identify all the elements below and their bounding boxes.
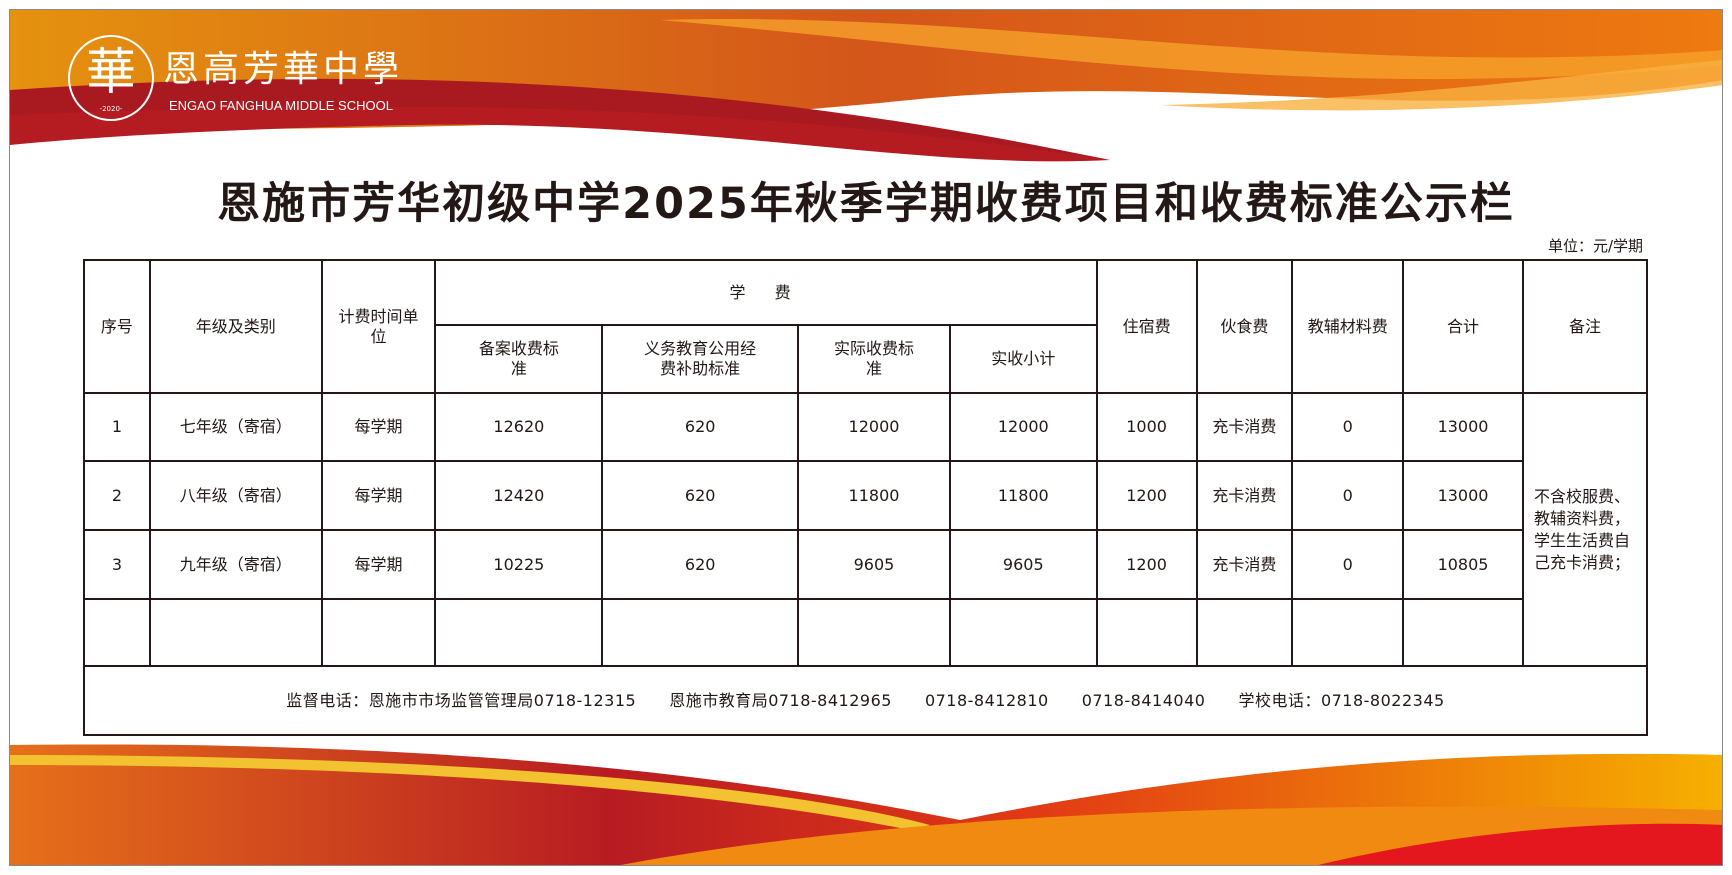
school-name-en: ENGAO FANGHUA MIDDLE SCHOOL bbox=[169, 98, 393, 113]
header-meals: 伙食费 bbox=[1195, 259, 1294, 394]
cell-materials: 0 bbox=[1291, 392, 1405, 462]
cell-meals: 充卡消费 bbox=[1195, 460, 1294, 531]
header-materials: 教辅材料费 bbox=[1291, 259, 1405, 394]
cell-filed: 12620 bbox=[434, 392, 604, 462]
header-remarks: 备注 bbox=[1521, 259, 1649, 394]
school-logo: 華 -2020- bbox=[68, 35, 154, 121]
header-actual-standard: 实际收费标准 bbox=[797, 324, 951, 394]
cell-grade: 九年级（寄宿） bbox=[148, 529, 323, 600]
cell-unit: 每学期 bbox=[320, 529, 437, 600]
cell-meals: 充卡消费 bbox=[1195, 529, 1294, 600]
unit-label: 单位：元/学期 bbox=[1547, 237, 1643, 255]
cell-subtotal: 11800 bbox=[948, 460, 1098, 531]
header-lodging: 住宿费 bbox=[1095, 259, 1198, 394]
cell-lodging: 1000 bbox=[1095, 392, 1198, 462]
cell-filed: 10225 bbox=[434, 529, 604, 600]
cell-no: 1 bbox=[83, 392, 151, 462]
fee-table: 序号 年级及类别 计费时间单位 学 费 住宿费 伙食费 教辅材料费 合计 备注 … bbox=[83, 259, 1649, 736]
header-subsidy: 义务教育公用经费补助标准 bbox=[601, 324, 800, 394]
header-subtotal: 实收小计 bbox=[948, 324, 1098, 394]
cell-total: 13000 bbox=[1402, 460, 1524, 531]
decorative-waves bbox=[10, 10, 1722, 865]
cell-subtotal: 9605 bbox=[948, 529, 1098, 600]
table-row: 2 八年级（寄宿） 每学期 12420 620 11800 11800 1200… bbox=[83, 460, 1647, 531]
header-filed-standard: 备案收费标准 bbox=[434, 324, 604, 394]
table-row: 3 九年级（寄宿） 每学期 10225 620 9605 9605 1200 充… bbox=[83, 529, 1647, 600]
footer-contacts: 监督电话：恩施市市场监管管理局0718-12315 恩施市教育局0718-841… bbox=[83, 665, 1648, 736]
cell-total: 10805 bbox=[1402, 529, 1524, 600]
header-billing-unit: 计费时间单位 bbox=[320, 259, 437, 394]
header-no: 序号 bbox=[83, 259, 151, 394]
cell-actual: 12000 bbox=[797, 392, 951, 462]
cell-grade: 八年级（寄宿） bbox=[148, 460, 323, 531]
header-grade: 年级及类别 bbox=[148, 259, 323, 394]
cell-no: 2 bbox=[83, 460, 151, 531]
empty-row bbox=[83, 598, 1647, 667]
cell-unit: 每学期 bbox=[320, 392, 437, 462]
cell-actual: 9605 bbox=[797, 529, 951, 600]
cell-actual: 11800 bbox=[797, 460, 951, 531]
cell-remarks: 不含校服费、教辅资料费，学生生活费自己充卡消费； bbox=[1521, 392, 1649, 667]
cell-subsidy: 620 bbox=[601, 529, 800, 600]
cell-total: 13000 bbox=[1402, 392, 1524, 462]
cell-lodging: 1200 bbox=[1095, 529, 1198, 600]
table-row: 1 七年级（寄宿） 每学期 12620 620 12000 12000 1000… bbox=[83, 392, 1649, 667]
cell-subtotal: 12000 bbox=[948, 392, 1098, 462]
header-total: 合计 bbox=[1402, 259, 1524, 394]
page-title: 恩施市芳华初级中学2025年秋季学期收费项目和收费标准公示栏 bbox=[217, 179, 1515, 229]
cell-meals: 充卡消费 bbox=[1195, 392, 1294, 462]
school-name-cn: 恩高芳華中學 bbox=[163, 49, 404, 90]
cell-subsidy: 620 bbox=[601, 460, 800, 531]
cell-grade: 七年级（寄宿） bbox=[148, 392, 323, 462]
cell-lodging: 1200 bbox=[1095, 460, 1198, 531]
cell-no: 3 bbox=[83, 529, 151, 600]
cell-filed: 12420 bbox=[434, 460, 604, 531]
cell-unit: 每学期 bbox=[320, 460, 437, 531]
cell-materials: 0 bbox=[1291, 460, 1405, 531]
cell-subsidy: 620 bbox=[601, 392, 800, 462]
cell-materials: 0 bbox=[1291, 529, 1405, 600]
header-tuition: 学 费 bbox=[434, 259, 1098, 326]
